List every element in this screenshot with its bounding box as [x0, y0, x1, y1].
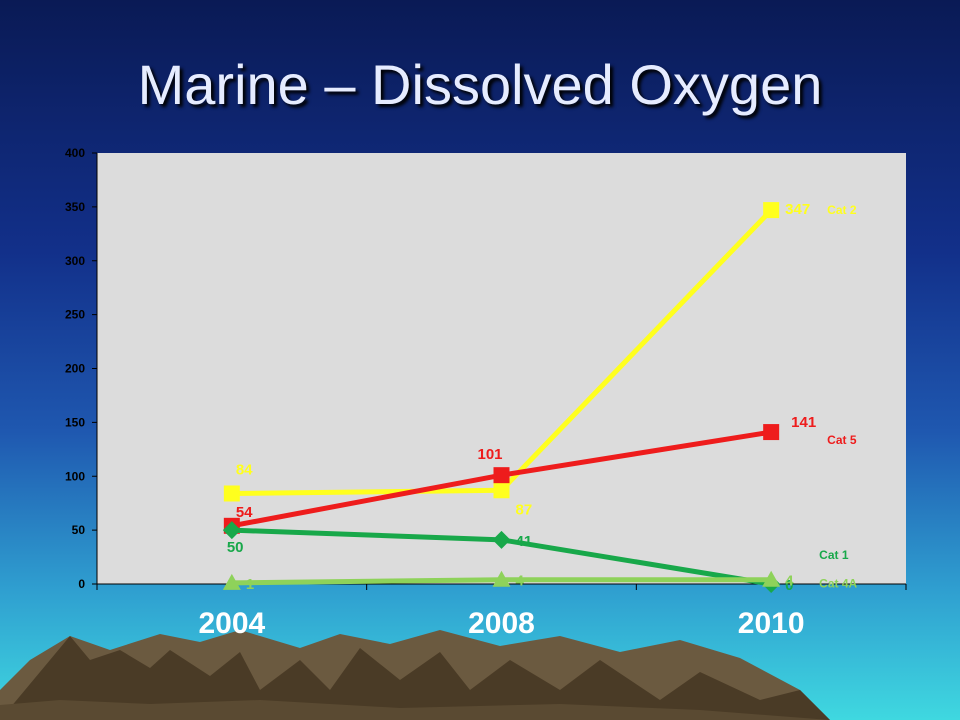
data-label: 4	[785, 573, 794, 590]
data-point	[222, 573, 241, 590]
y-tick-label: 300	[65, 254, 85, 268]
y-tick-label: 200	[65, 362, 85, 376]
series-cat-5: 54 101 141 Cat 5	[223, 414, 857, 534]
x-tick-label: 2010	[738, 607, 805, 640]
x-tick-label: 2004	[198, 607, 265, 640]
data-point	[763, 424, 780, 441]
series-name-label: Cat 5	[827, 433, 857, 447]
data-label: 50	[227, 539, 244, 556]
data-label: 1	[246, 576, 254, 593]
data-point	[223, 485, 240, 502]
data-label: 141	[791, 414, 816, 431]
mountain-shadow	[0, 636, 830, 720]
data-label: 347	[785, 201, 810, 218]
series-cat-4a: 1 4 4 Cat 4A	[222, 570, 858, 593]
y-tick-label: 150	[65, 415, 85, 429]
plot-area	[97, 153, 906, 584]
data-point	[492, 530, 511, 549]
foreground-ridge	[0, 700, 830, 720]
series-name-label: Cat 1	[819, 548, 849, 562]
data-label: 41	[516, 533, 533, 550]
data-label: 87	[516, 501, 533, 518]
series-name-label: Cat 4A	[819, 577, 857, 591]
data-label: 101	[478, 446, 503, 463]
series-cat-2: 84 87 347 Cat 2	[223, 201, 857, 518]
y-tick-label: 350	[65, 200, 85, 214]
y-tick-label: 100	[65, 469, 85, 483]
y-tick-label: 250	[65, 308, 85, 322]
data-label: 54	[236, 504, 253, 521]
y-tick-label: 400	[65, 146, 85, 160]
series-name-label: Cat 2	[827, 203, 857, 217]
data-point	[222, 521, 241, 540]
data-point	[492, 570, 511, 587]
x-tick-label: 2008	[468, 607, 535, 640]
data-point	[493, 482, 510, 499]
y-tick-label: 50	[72, 523, 86, 537]
slide-title: Marine – Dissolved Oxygen	[137, 53, 823, 116]
data-point	[763, 202, 780, 219]
data-label: 4	[516, 573, 525, 590]
data-point	[493, 467, 510, 484]
data-label: 84	[236, 461, 253, 478]
data-point	[762, 570, 781, 587]
mountains	[0, 630, 830, 720]
series-group: 84 87 347 Cat 2 54 101 141 Cat 5 50 41 0 Cat 1 1 4 4 Ca…	[222, 201, 858, 594]
data-label: 0	[785, 577, 793, 594]
y-tick-label: 0	[78, 577, 85, 591]
